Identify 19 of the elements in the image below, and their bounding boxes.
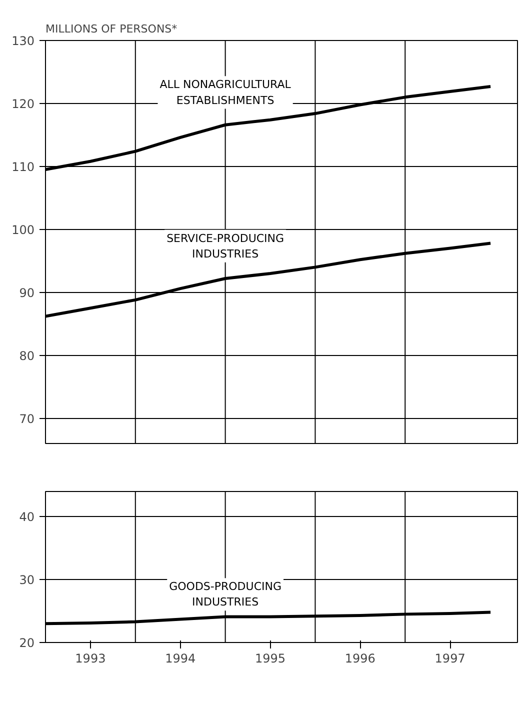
x-tick-label: 1996: [344, 652, 376, 666]
y-tick-label: 40: [19, 510, 35, 524]
series-label: SERVICE-PRODUCING INDUSTRIES: [166, 232, 284, 260]
x-tick-label: 1993: [75, 652, 106, 666]
series-label: GOODS-PRODUCING INDUSTRIES: [169, 580, 282, 609]
y-tick-label: 90: [19, 286, 35, 300]
y-tick-label: 100: [12, 222, 34, 237]
x-tick-label: 1995: [254, 652, 286, 666]
y-tick-label: 70: [19, 412, 35, 426]
y-tick-label: 120: [12, 96, 34, 111]
series-label: ALL NONAGRICULTURAL ESTABLISHMENTS: [160, 78, 292, 107]
y-tick-label: 30: [19, 573, 35, 588]
x-tick-label: 1997: [434, 652, 466, 666]
y-tick-label: 20: [19, 636, 35, 650]
y-tick-label: 110: [12, 160, 34, 174]
y-axis-title: MILLIONS OF PERSONS*: [46, 22, 178, 36]
y-tick-label: 130: [12, 34, 34, 48]
y-tick-label: 80: [19, 348, 35, 363]
x-tick-label: 1994: [165, 652, 196, 666]
